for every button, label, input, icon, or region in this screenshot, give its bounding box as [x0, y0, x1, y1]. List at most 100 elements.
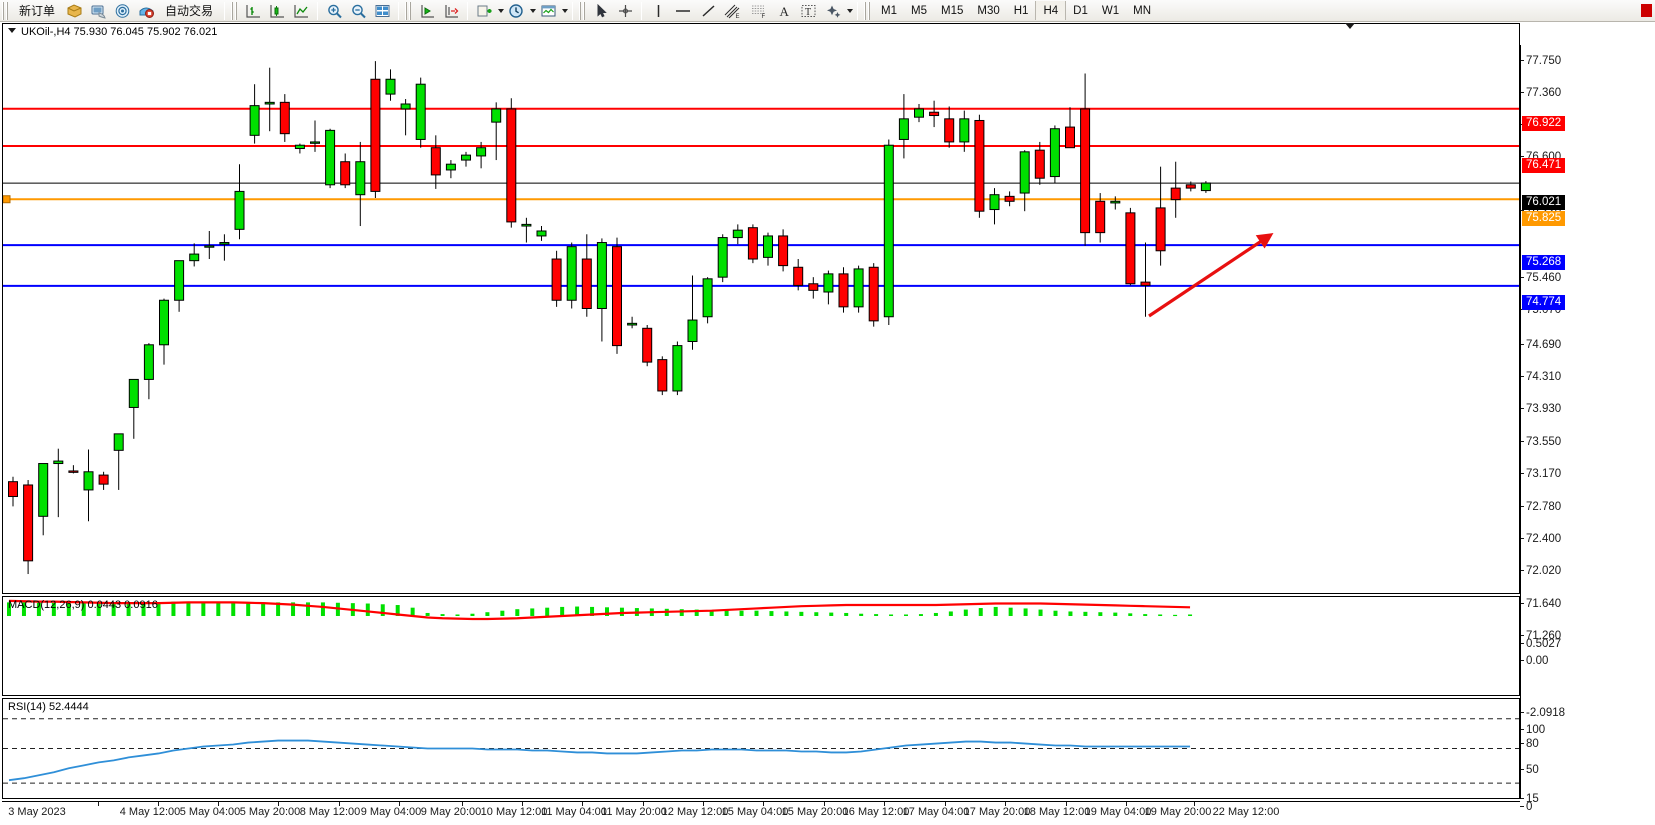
- bar-chart-icon[interactable]: [242, 1, 264, 21]
- period-dropdown-arrow[interactable]: [530, 8, 537, 13]
- candle: [898, 94, 909, 159]
- zoom-in-icon[interactable]: [323, 1, 345, 21]
- time-tick-label: 12 May 12:00: [661, 806, 729, 818]
- timeframe-m5[interactable]: M5: [911, 4, 927, 17]
- chart-shift-icon[interactable]: [440, 1, 462, 21]
- time-axis[interactable]: 3 May 2023 4 May 12:00 5 May 04:00 5 May 20…: [2, 801, 1520, 825]
- vertical-line-icon[interactable]: [647, 1, 669, 21]
- rsi-canvas[interactable]: [3, 699, 1519, 798]
- axis-tick-mark: [1520, 643, 1524, 644]
- toolbar-grip-2[interactable]: [231, 1, 239, 20]
- candle: [687, 275, 698, 350]
- price-pane[interactable]: UKOil-,H4 75.930 76.045 75.902 76.021: [2, 23, 1520, 594]
- candle: [551, 250, 562, 307]
- shapes-dropdown-arrow[interactable]: [847, 8, 854, 13]
- chart-scroll-caret[interactable]: [1345, 23, 1355, 29]
- timeframe-h4[interactable]: H4: [1035, 1, 1067, 20]
- rsi-pane[interactable]: RSI(14) 52.4444: [2, 698, 1520, 799]
- bid-price-label[interactable]: 76.021: [1522, 195, 1566, 210]
- axis-tick-label: 74.690: [1526, 339, 1562, 351]
- axis-tick-label: 71.640: [1526, 598, 1562, 610]
- axis-tick-mark: [1520, 806, 1524, 807]
- equidistant-channel-icon[interactable]: E: [721, 1, 745, 21]
- indicators-dropdown-arrow[interactable]: [498, 8, 505, 13]
- timeframe-m15[interactable]: M15: [941, 4, 964, 17]
- shapes-icon[interactable]: [822, 1, 844, 21]
- market-icon[interactable]: [135, 1, 157, 21]
- time-tick-mark: [582, 802, 583, 806]
- indicators-icon[interactable]: [473, 1, 495, 21]
- resistance-label-2[interactable]: 76.471: [1522, 158, 1566, 173]
- fibonacci-icon[interactable]: F: [747, 1, 771, 21]
- toolbar-grip-5[interactable]: [864, 1, 872, 20]
- cursor-icon[interactable]: [590, 1, 612, 21]
- templates-dropdown-arrow[interactable]: [562, 8, 569, 13]
- toolbar-grip-3[interactable]: [405, 1, 413, 20]
- toolbar-grip[interactable]: [2, 1, 9, 20]
- resistance-label-1[interactable]: 76.922: [1522, 116, 1566, 131]
- macd-histogram-bar: [111, 603, 116, 616]
- timeframe-m1[interactable]: M1: [881, 4, 898, 17]
- templates-icon[interactable]: [537, 1, 559, 21]
- timeframe-m30[interactable]: M30: [977, 4, 1000, 17]
- zoom-out-icon[interactable]: [347, 1, 369, 21]
- candle: [189, 243, 200, 267]
- timeframe-d1[interactable]: D1: [1073, 4, 1088, 17]
- candlestick-canvas[interactable]: [3, 24, 1519, 593]
- macd-histogram-bar: [1083, 611, 1088, 616]
- price-axis[interactable]: 77.75077.36076.98076.60076.22075.46075.0…: [1520, 45, 1655, 823]
- macd-canvas[interactable]: [3, 597, 1519, 695]
- toolbar-grip-4[interactable]: [579, 1, 587, 20]
- candle: [355, 141, 366, 227]
- candle: [249, 84, 260, 144]
- svg-text:T: T: [805, 7, 811, 18]
- macd-histogram-bar: [96, 603, 101, 616]
- macd-histogram-bar: [1158, 614, 1163, 616]
- macd-histogram-bar: [141, 602, 146, 616]
- hline-ask-3[interactable]: [3, 195, 1519, 204]
- autotrade-button[interactable]: 自动交易: [159, 1, 219, 21]
- folder-icon[interactable]: [63, 1, 85, 21]
- support-label-1[interactable]: 75.268: [1522, 255, 1566, 270]
- signals-icon[interactable]: [111, 1, 133, 21]
- candle: [491, 102, 502, 161]
- timeframe-h1[interactable]: H1: [1013, 4, 1029, 17]
- line-chart-icon[interactable]: [290, 1, 312, 21]
- time-tick-mark: [1194, 802, 1195, 806]
- data-window-icon[interactable]: [371, 1, 393, 21]
- text-icon[interactable]: A: [773, 1, 795, 21]
- horizontal-line-icon[interactable]: [671, 1, 695, 21]
- time-tick-label: 10 May 12:00: [480, 806, 548, 818]
- pane-collapse-icon[interactable]: [8, 28, 16, 33]
- macd-pane[interactable]: MACD(12,26,9) 0.0443 0.0916: [2, 596, 1520, 696]
- axis-tick-mark: [1520, 156, 1524, 157]
- ask-price-label[interactable]: 75.825: [1522, 211, 1566, 226]
- trendline-icon[interactable]: [697, 1, 719, 21]
- macd-histogram-bar: [1023, 608, 1028, 616]
- macd-histogram-bar: [306, 602, 310, 616]
- crosshair-icon[interactable]: [614, 1, 636, 21]
- support-label-2[interactable]: 74.774: [1522, 295, 1566, 310]
- axis-tick-mark: [1520, 729, 1524, 730]
- axis-tick-label: 72.780: [1526, 501, 1562, 513]
- macd-histogram-bar: [126, 602, 131, 616]
- candle: [1095, 193, 1106, 243]
- macd-histogram-bar: [859, 613, 864, 616]
- macd-histogram-bar: [874, 614, 879, 616]
- terminal-icon[interactable]: [87, 1, 109, 21]
- period-clock-icon[interactable]: [505, 1, 527, 21]
- candlestick-chart-icon[interactable]: [266, 1, 288, 21]
- toolbar-separator-5: [572, 1, 574, 20]
- recording-indicator: [1641, 4, 1652, 17]
- svg-text:A: A: [779, 4, 789, 19]
- timeframe-w1[interactable]: W1: [1101, 4, 1120, 17]
- toolbar-separator-4: [467, 1, 469, 20]
- text-label-icon[interactable]: T: [797, 1, 820, 21]
- candle: [23, 480, 34, 575]
- candle: [627, 316, 638, 329]
- candle: [113, 433, 124, 490]
- candle: [566, 242, 577, 309]
- auto-scroll-icon[interactable]: [416, 1, 438, 21]
- new-order-button[interactable]: 新订单: [13, 1, 61, 21]
- timeframe-mn[interactable]: MN: [1133, 4, 1151, 17]
